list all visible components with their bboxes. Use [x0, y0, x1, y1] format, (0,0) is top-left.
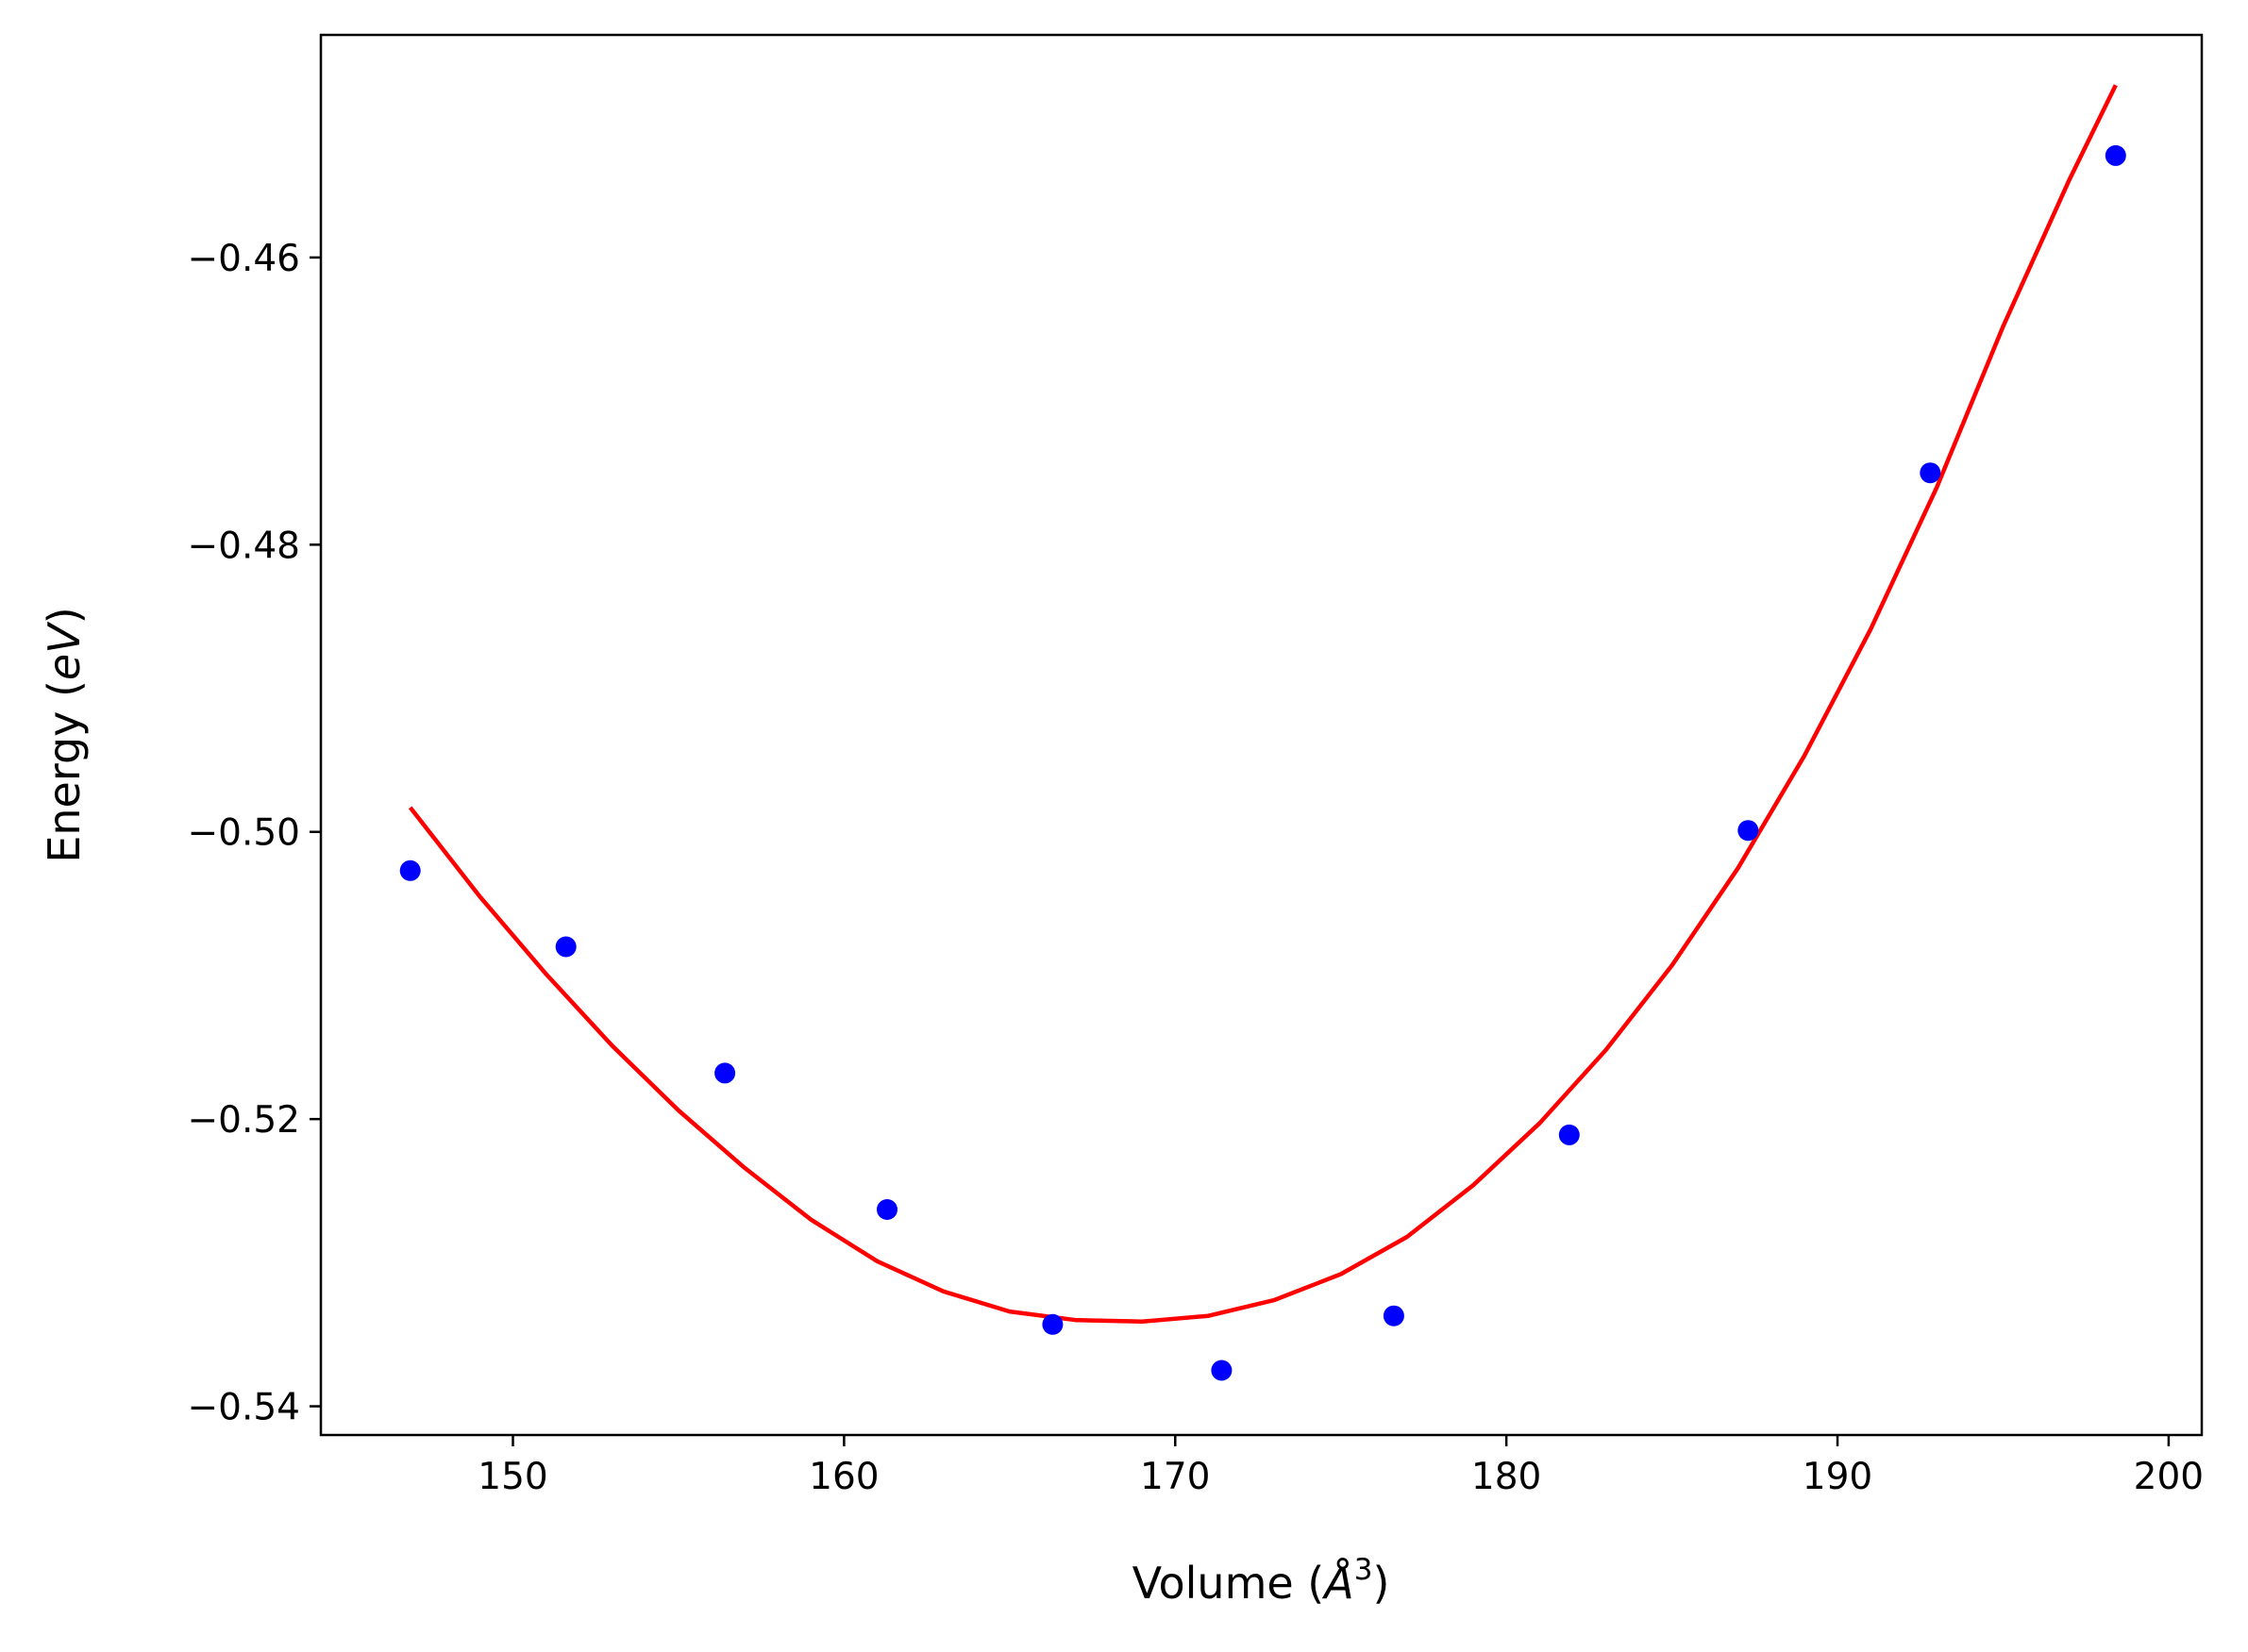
y-tick-label: −0.50	[187, 812, 300, 855]
x-tick-label: 170	[1140, 1456, 1210, 1498]
x-axis-label-symbol: Å	[1321, 1558, 1353, 1609]
x-tick-label: 160	[809, 1456, 879, 1498]
y-tick-label: −0.52	[187, 1099, 300, 1142]
data-point	[1558, 1124, 1580, 1145]
data-point	[399, 859, 421, 881]
x-tick-label: 190	[1803, 1456, 1872, 1498]
y-axis-label: Energy (eV)	[39, 607, 90, 862]
data-point	[1737, 820, 1759, 842]
data-point	[1383, 1305, 1404, 1327]
x-axis-label-suffix: )	[1372, 1558, 1389, 1609]
x-axis-label-prefix: Volume (	[1132, 1558, 1325, 1609]
fit-curve-line	[408, 84, 2118, 1325]
data-point	[1920, 462, 1941, 484]
x-axis-label-exponent: 3	[1354, 1553, 1373, 1587]
x-tick-label: 200	[2134, 1456, 2204, 1498]
x-tick-label: 150	[478, 1456, 547, 1498]
y-axis-label-symbol: eV	[39, 621, 90, 680]
x-tick-label: 180	[1471, 1456, 1541, 1498]
data-point	[2105, 144, 2126, 166]
y-axis-label-suffix: )	[39, 607, 90, 624]
axes-frame	[319, 33, 2204, 1437]
data-point	[714, 1062, 736, 1084]
data-point	[877, 1199, 898, 1220]
x-axis-label: Volume (Å3)	[1132, 1553, 1390, 1609]
data-point	[555, 936, 577, 958]
x-axis: 150 160 170 180 190 200	[478, 1435, 2204, 1498]
y-axis-label-prefix: Energy (	[39, 680, 90, 863]
y-axis: −0.46 −0.48 −0.50 −0.52 −0.54	[187, 238, 321, 1429]
plot-area	[399, 84, 2126, 1381]
y-tick-label: −0.54	[187, 1387, 300, 1429]
y-tick-label: −0.48	[187, 525, 300, 567]
data-point	[1042, 1313, 1064, 1335]
data-point	[1211, 1360, 1233, 1381]
y-tick-label: −0.46	[187, 238, 300, 280]
